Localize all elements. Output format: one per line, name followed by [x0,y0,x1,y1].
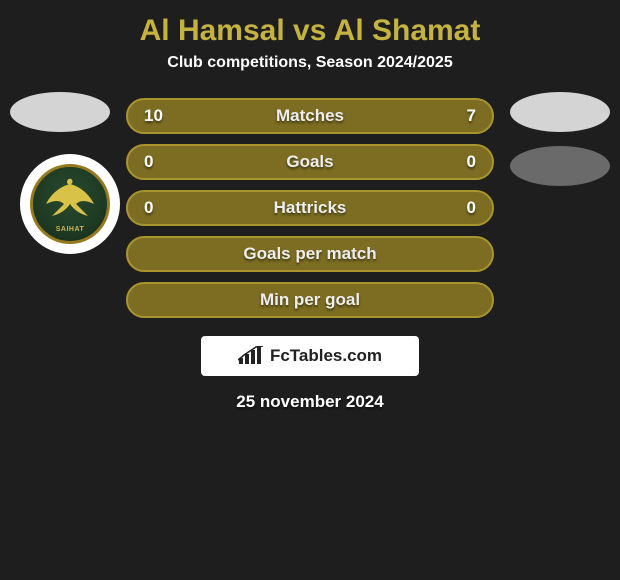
eagle-icon [42,178,98,218]
stat-rows: 10 Matches 7 0 Goals 0 0 Hattricks 0 Goa… [126,98,494,318]
club-badge-inner: SAIHAT [30,164,110,244]
stat-right: 0 [467,198,476,218]
stat-right: 0 [467,152,476,172]
stat-label: Goals [286,152,333,172]
stat-row-goals-per-match: Goals per match [126,236,494,272]
stat-label: Matches [276,106,344,126]
player1-club-badge: SAIHAT [20,154,120,254]
player2-club-placeholder [510,146,610,186]
stat-left: 10 [144,106,163,126]
stat-label: Goals per match [243,244,376,264]
footer-date: 25 november 2024 [0,392,620,412]
vs-text: vs [293,14,326,47]
stat-label: Min per goal [260,290,360,310]
club-badge-label: SAIHAT [33,226,107,233]
player1-name: Al Hamsal [140,14,285,47]
comparison-body: SAIHAT 10 Matches 7 0 Goals 0 0 Hattrick… [0,98,620,412]
stat-label: Hattricks [274,198,347,218]
stat-row-goals: 0 Goals 0 [126,144,494,180]
stat-left: 0 [144,198,153,218]
player1-badge-placeholder [10,92,110,132]
stat-right: 7 [467,106,476,126]
subtitle: Club competitions, Season 2024/2025 [0,54,620,72]
stat-row-min-per-goal: Min per goal [126,282,494,318]
stat-left: 0 [144,152,153,172]
branding-badge: FcTables.com [201,336,419,376]
player2-name: Al Shamat [334,14,481,47]
player2-badge-placeholder [510,92,610,132]
stat-row-matches: 10 Matches 7 [126,98,494,134]
branding-text: FcTables.com [270,346,382,366]
stat-row-hattricks: 0 Hattricks 0 [126,190,494,226]
page-title: Al Hamsal vs Al Shamat [0,0,620,54]
bars-icon [238,346,264,366]
